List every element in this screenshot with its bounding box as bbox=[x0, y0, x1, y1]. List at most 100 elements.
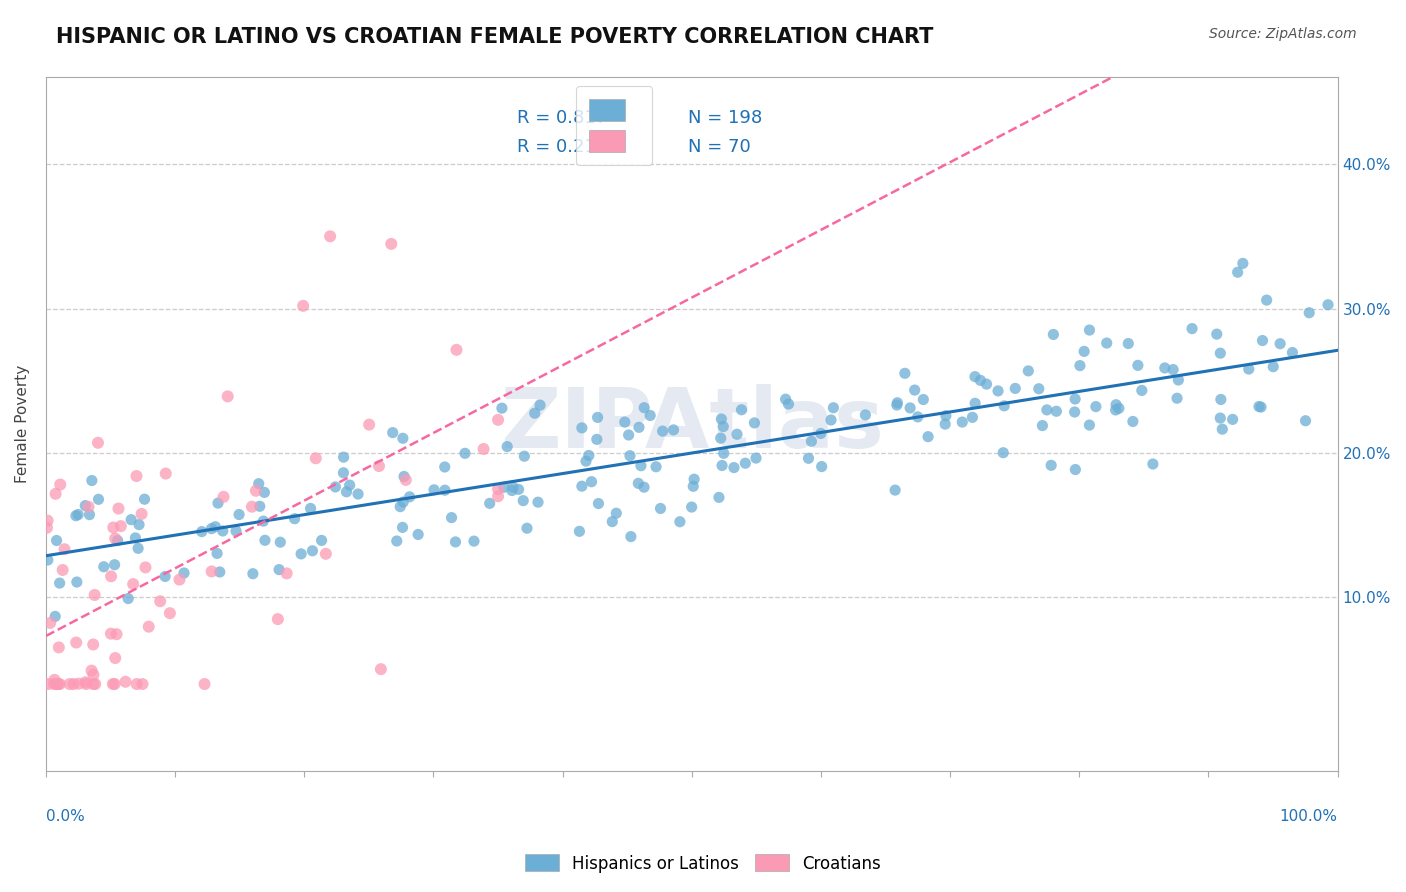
Point bbox=[249, 500, 271, 514]
Point bbox=[299, 501, 322, 516]
Point bbox=[392, 469, 415, 483]
Point bbox=[723, 460, 745, 475]
Point bbox=[630, 458, 652, 473]
Legend: Hispanics or Latinos, Croatians: Hispanics or Latinos, Croatians bbox=[519, 847, 887, 880]
Point bbox=[87, 492, 110, 507]
Point bbox=[486, 482, 509, 496]
Point bbox=[1153, 360, 1175, 375]
Point bbox=[496, 440, 519, 454]
Point bbox=[208, 565, 231, 579]
Point bbox=[912, 392, 935, 407]
Point bbox=[588, 497, 610, 511]
Point bbox=[380, 236, 402, 251]
Point bbox=[578, 449, 600, 463]
Point bbox=[44, 673, 66, 687]
Point bbox=[134, 492, 156, 507]
Point bbox=[269, 535, 291, 549]
Point bbox=[58, 677, 80, 691]
Point bbox=[745, 451, 768, 466]
Point bbox=[122, 577, 145, 591]
Point bbox=[368, 458, 391, 473]
Point bbox=[276, 566, 298, 581]
Point bbox=[1142, 457, 1164, 471]
Point bbox=[1031, 418, 1053, 433]
Point bbox=[472, 442, 495, 456]
Point bbox=[267, 612, 290, 626]
Point bbox=[1116, 336, 1139, 351]
Point bbox=[107, 533, 129, 548]
Point bbox=[77, 500, 100, 514]
Point bbox=[1104, 403, 1126, 417]
Point bbox=[45, 487, 67, 501]
Point bbox=[125, 677, 148, 691]
Point bbox=[1028, 382, 1050, 396]
Point bbox=[993, 446, 1015, 460]
Point bbox=[339, 478, 361, 492]
Point bbox=[125, 469, 148, 483]
Point bbox=[127, 541, 149, 556]
Point bbox=[810, 426, 832, 441]
Point bbox=[823, 401, 845, 415]
Point bbox=[332, 466, 354, 480]
Point bbox=[48, 640, 70, 655]
Point bbox=[683, 472, 706, 486]
Point bbox=[713, 446, 735, 460]
Point bbox=[80, 474, 103, 488]
Point bbox=[710, 431, 733, 445]
Point bbox=[894, 367, 917, 381]
Point bbox=[1232, 256, 1254, 270]
Point bbox=[370, 662, 392, 676]
Point bbox=[1256, 293, 1278, 307]
Point bbox=[734, 456, 756, 470]
Point bbox=[527, 495, 550, 509]
Point bbox=[502, 480, 524, 494]
Point bbox=[444, 535, 467, 549]
Point bbox=[292, 299, 315, 313]
Point bbox=[315, 547, 337, 561]
Point bbox=[884, 483, 907, 497]
Point bbox=[1268, 336, 1291, 351]
Point bbox=[1251, 334, 1274, 348]
Point bbox=[1211, 422, 1233, 436]
Point bbox=[1226, 265, 1249, 279]
Point bbox=[516, 521, 538, 535]
Point bbox=[114, 674, 136, 689]
Text: R = 0.817: R = 0.817 bbox=[517, 109, 607, 127]
Point bbox=[48, 677, 70, 691]
Point bbox=[267, 563, 290, 577]
Point bbox=[1069, 359, 1091, 373]
Point bbox=[1317, 298, 1340, 312]
Point bbox=[134, 560, 156, 574]
Point bbox=[82, 677, 104, 691]
Point bbox=[149, 594, 172, 608]
Point bbox=[1063, 405, 1085, 419]
Point bbox=[1126, 359, 1149, 373]
Point bbox=[193, 677, 215, 691]
Point bbox=[1161, 362, 1184, 376]
Point bbox=[284, 512, 307, 526]
Point bbox=[290, 547, 312, 561]
Point bbox=[1205, 327, 1227, 342]
Point bbox=[1078, 323, 1101, 337]
Point bbox=[104, 558, 127, 572]
Point bbox=[491, 401, 513, 416]
Point bbox=[575, 454, 598, 468]
Point bbox=[987, 384, 1010, 398]
Text: ZIPAtlas: ZIPAtlas bbox=[501, 384, 884, 465]
Point bbox=[381, 425, 404, 440]
Point bbox=[627, 476, 650, 491]
Point bbox=[454, 446, 477, 460]
Point bbox=[1298, 306, 1320, 320]
Point bbox=[335, 484, 357, 499]
Point bbox=[105, 627, 128, 641]
Point bbox=[1017, 364, 1039, 378]
Point bbox=[42, 677, 65, 691]
Point bbox=[392, 431, 415, 445]
Point bbox=[1295, 414, 1317, 428]
Point bbox=[212, 490, 235, 504]
Point bbox=[523, 406, 546, 420]
Point bbox=[638, 409, 661, 423]
Point bbox=[1250, 400, 1272, 414]
Point bbox=[617, 428, 640, 442]
Point bbox=[820, 413, 842, 427]
